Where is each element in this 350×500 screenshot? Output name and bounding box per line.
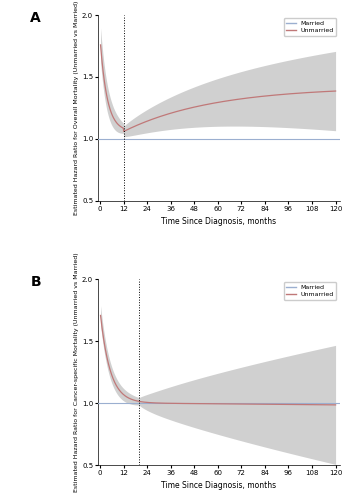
Y-axis label: Estimated Hazard Ratio for Overall Mortality (Unmarried vs Married): Estimated Hazard Ratio for Overall Morta… xyxy=(74,1,79,215)
X-axis label: Time Since Diagnosis, months: Time Since Diagnosis, months xyxy=(161,218,276,226)
Legend: Married, Unmarried: Married, Unmarried xyxy=(284,18,336,36)
Text: B: B xyxy=(30,276,41,289)
Y-axis label: Estimated Hazard Ratio for Cancer-specific Mortality (Unmarried vs Married): Estimated Hazard Ratio for Cancer-specif… xyxy=(74,252,79,492)
Text: A: A xyxy=(30,12,41,26)
X-axis label: Time Since Diagnosis, months: Time Since Diagnosis, months xyxy=(161,482,276,490)
Legend: Married, Unmarried: Married, Unmarried xyxy=(284,282,336,300)
